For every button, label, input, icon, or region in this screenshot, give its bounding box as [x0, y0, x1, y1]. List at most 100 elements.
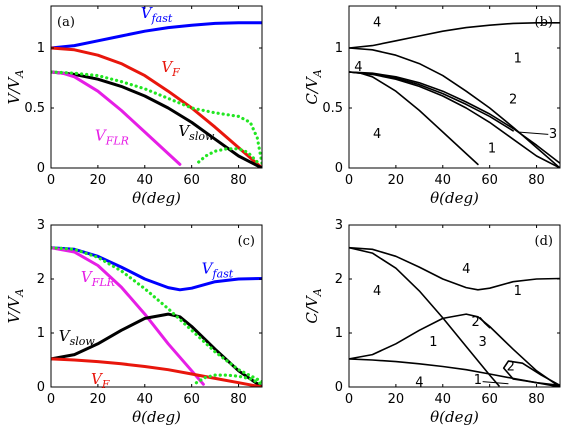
series-label: VFLR	[81, 268, 115, 289]
series-line-2	[51, 246, 205, 386]
x-tick-label: 20	[90, 173, 107, 188]
x-tick-label: 60	[481, 392, 498, 407]
axes-frame	[50, 224, 263, 388]
region-label: 1	[429, 335, 437, 350]
x-tick-label: 60	[481, 173, 498, 188]
series-group	[349, 21, 560, 168]
series-line-3	[51, 70, 262, 168]
series-line-2	[51, 46, 262, 168]
x-tick-label: 60	[183, 173, 200, 188]
region-label: 2	[471, 315, 479, 330]
series-label: Vfast	[202, 260, 234, 281]
x-tick-label: 40	[137, 173, 154, 188]
series-line-4	[51, 70, 182, 166]
x-tick-label: 80	[230, 173, 247, 188]
panel-label: (d)	[535, 234, 553, 249]
series-line-7	[512, 378, 560, 387]
axes-frame	[348, 224, 561, 388]
leader-line	[482, 381, 509, 385]
series-line-3	[349, 313, 560, 387]
chart-panel-4: 0 20 40 60 80 0 1 2 3 θ(deg) C/VA (d) 4 4 1 2 1 3 2 1 4	[303, 218, 561, 426]
x-tick-label: 80	[528, 173, 545, 188]
leader-line	[517, 131, 549, 135]
region-label: 4	[373, 284, 381, 299]
x-tick-label: 20	[90, 392, 107, 407]
series-line-5	[51, 246, 262, 384]
region-label: 1	[514, 52, 522, 67]
series-label: VFLR	[95, 127, 129, 148]
x-tick-label: 0	[47, 392, 55, 407]
y-tick-label: 1	[37, 41, 45, 56]
x-tick-label: 40	[435, 173, 452, 188]
y-tick-label: 3	[335, 218, 343, 233]
series-line-6	[349, 71, 514, 132]
x-tick-label: 20	[388, 392, 405, 407]
x-tick-label: 0	[47, 173, 55, 188]
x-tick-label: 20	[388, 173, 405, 188]
panel-label: (b)	[535, 15, 553, 30]
chart-panel-1: 0 20 40 60 80 0 0.5 1 θ(deg) V/VA (a) Vfast VF VFLR Vs…	[5, 4, 263, 207]
axes-frame	[348, 5, 561, 169]
y-axis-label: C/VA	[303, 288, 324, 323]
x-tick-label: 40	[435, 392, 452, 407]
y-axis-label: C/VA	[303, 69, 324, 104]
series-line-4	[51, 357, 262, 387]
region-label: 4	[462, 262, 470, 277]
series-line-3	[349, 71, 560, 168]
x-tick-label: 60	[183, 392, 200, 407]
region-label: 4	[354, 60, 362, 75]
region-label: 2	[507, 359, 515, 374]
series-line-6	[502, 360, 560, 387]
panel-label: (c)	[238, 234, 255, 249]
series-label: Vfast	[141, 4, 173, 25]
y-tick-label: 1	[335, 41, 343, 56]
region-label: 3	[478, 335, 486, 350]
y-axis-label: V/VA	[5, 70, 26, 105]
series-line-1	[349, 246, 560, 291]
series-group	[51, 246, 262, 387]
series-label: VF	[161, 58, 180, 79]
x-tick-label: 0	[345, 173, 353, 188]
y-tick-label: 3	[37, 218, 45, 233]
region-label: 1	[488, 142, 496, 157]
series-line-2	[349, 246, 500, 387]
series-line-5	[349, 71, 514, 130]
series-line-6	[197, 147, 259, 164]
series-line-5	[51, 70, 262, 165]
axes-frame	[50, 5, 263, 169]
series-label: Vslow	[178, 122, 215, 143]
series-label: VF	[91, 370, 110, 391]
series-group	[51, 21, 262, 168]
y-tick-label: 0	[335, 380, 343, 395]
series-line-5	[479, 317, 491, 329]
y-tick-label: 0	[335, 161, 343, 176]
chart-panel-3: 0 20 40 60 80 0 1 2 3 θ(deg) V/VA (c) Vfast VFLR Vslow…	[5, 218, 263, 426]
region-label: 4	[373, 127, 381, 142]
x-tick-label: 40	[137, 392, 154, 407]
series-line-1	[349, 21, 560, 49]
y-axis-label: V/VA	[5, 289, 26, 324]
y-tick-label: 2	[335, 272, 343, 287]
region-label: 1	[514, 284, 522, 299]
region-label: 4	[373, 16, 381, 31]
series-group	[349, 246, 560, 387]
series-line-7	[512, 127, 560, 164]
x-tick-label: 80	[528, 392, 545, 407]
x-tick-label: 80	[230, 392, 247, 407]
region-label: 2	[509, 92, 517, 107]
y-tick-label: 1	[335, 326, 343, 341]
y-tick-label: 0	[37, 380, 45, 395]
x-axis-label: θ(deg)	[430, 408, 479, 426]
y-tick-label: 0	[37, 161, 45, 176]
series-label: Vslow	[59, 327, 96, 348]
region-label: 1	[474, 373, 482, 388]
x-tick-label: 0	[345, 392, 353, 407]
x-axis-label: θ(deg)	[132, 189, 181, 207]
y-tick-label: 0.5	[322, 101, 343, 116]
y-tick-label: 1	[37, 326, 45, 341]
panel-label: (a)	[57, 15, 75, 30]
y-tick-label: 2	[37, 272, 45, 287]
region-label: 4	[415, 376, 423, 391]
